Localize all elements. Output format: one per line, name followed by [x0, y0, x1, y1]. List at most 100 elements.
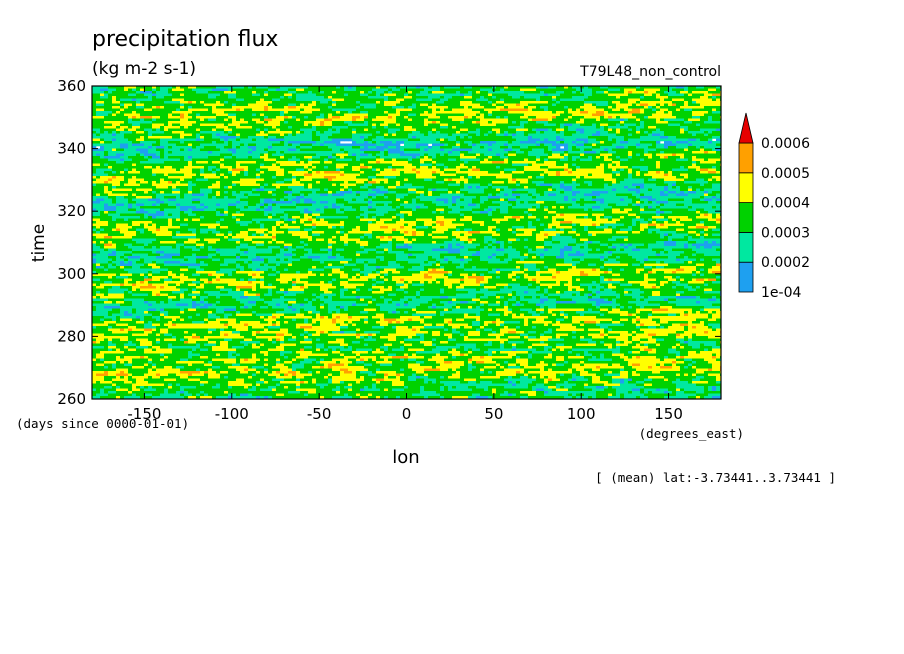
precip-cell [288, 153, 293, 157]
precip-cell [688, 113, 693, 117]
precip-cell [348, 103, 353, 107]
precip-cell [496, 141, 501, 144]
precip-cell [660, 123, 665, 127]
precip-cell [444, 121, 449, 124]
precip-cell [488, 116, 493, 119]
precip-cell [148, 131, 153, 134]
precip-cell [200, 141, 205, 144]
precip-cell [588, 111, 593, 114]
precip-cell [92, 121, 97, 124]
precip-cell [232, 151, 237, 154]
precip-cell [284, 138, 289, 142]
precip-cell [600, 138, 605, 142]
precip-cell [644, 98, 649, 102]
precip-cell [212, 96, 217, 99]
precip-cell [576, 158, 581, 162]
precip-cell [456, 143, 461, 147]
precip-cell [276, 156, 281, 159]
precip-cell [544, 146, 549, 149]
precip-cell [288, 116, 293, 119]
precip-cell [364, 111, 369, 114]
precip-cell [624, 101, 629, 104]
precip-cell [320, 128, 325, 132]
precip-cell [692, 118, 697, 122]
precip-cell [192, 136, 197, 139]
precip-cell [396, 123, 401, 127]
precip-cell [632, 103, 637, 107]
precip-cell [100, 141, 105, 144]
precip-cell [308, 141, 313, 144]
precip-cell [320, 133, 325, 137]
precip-cell [344, 113, 349, 117]
precip-cell [128, 148, 133, 152]
precip-cell [348, 121, 353, 124]
precip-cell [656, 101, 661, 104]
precip-cell [248, 153, 253, 157]
precip-cell [512, 96, 517, 99]
precip-cell [628, 96, 633, 99]
precip-cell [492, 113, 497, 117]
precip-cell [256, 116, 261, 119]
precip-cell [684, 133, 689, 137]
precip-cell [272, 138, 277, 142]
precip-cell [664, 128, 669, 132]
precip-cell [256, 158, 261, 162]
precip-cell [692, 156, 697, 159]
precip-cell [676, 91, 681, 94]
precip-cell [304, 91, 309, 94]
precip-cell [284, 93, 289, 97]
precip-cell [188, 88, 193, 92]
precip-cell [312, 96, 317, 99]
precip-cell [704, 128, 709, 132]
precip-cell [684, 126, 689, 129]
precip-cell [376, 136, 381, 139]
precip-cell [360, 113, 365, 117]
precip-cell [444, 163, 449, 167]
precip-cell [464, 96, 469, 99]
precip-cell [428, 126, 433, 129]
precip-cell [368, 156, 373, 159]
precip-cell [120, 96, 125, 99]
precip-cell [584, 156, 589, 159]
precip-cell [256, 136, 261, 139]
precip-cell [188, 156, 193, 159]
precip-cell [380, 153, 385, 157]
precip-cell [468, 143, 473, 147]
precip-cell [288, 106, 293, 109]
precip-cell [188, 138, 193, 142]
precip-cell [536, 161, 541, 164]
precip-cell [536, 88, 541, 92]
precip-cell [240, 106, 245, 109]
precip-cell [424, 148, 429, 152]
precip-cell [176, 103, 181, 107]
precip-cell [200, 118, 205, 122]
precip-cell [164, 98, 169, 102]
precip-cell [164, 96, 169, 99]
precip-cell [648, 91, 653, 94]
precip-cell [148, 161, 153, 164]
precip-cell [96, 113, 101, 117]
precip-cell [524, 103, 529, 107]
precip-cell [224, 143, 229, 147]
precip-cell [172, 106, 177, 109]
precip-cell [120, 123, 125, 127]
precip-cell [232, 131, 237, 134]
precip-cell [264, 103, 269, 107]
precip-cell [380, 136, 385, 139]
precip-cell [360, 88, 365, 92]
precip-cell [712, 103, 717, 107]
precip-cell [164, 126, 169, 129]
precip-cell [604, 131, 609, 134]
precip-cell [452, 151, 457, 154]
precip-cell [148, 106, 153, 109]
precip-cell [608, 106, 613, 109]
precip-cell [204, 163, 209, 167]
precip-cell [188, 106, 193, 109]
precip-cell [688, 158, 693, 162]
precip-cell [640, 121, 645, 124]
precip-cell [488, 91, 493, 94]
precip-cell [96, 128, 101, 132]
precip-cell [568, 161, 573, 164]
precip-cell [220, 156, 225, 159]
precip-cell [120, 116, 125, 119]
